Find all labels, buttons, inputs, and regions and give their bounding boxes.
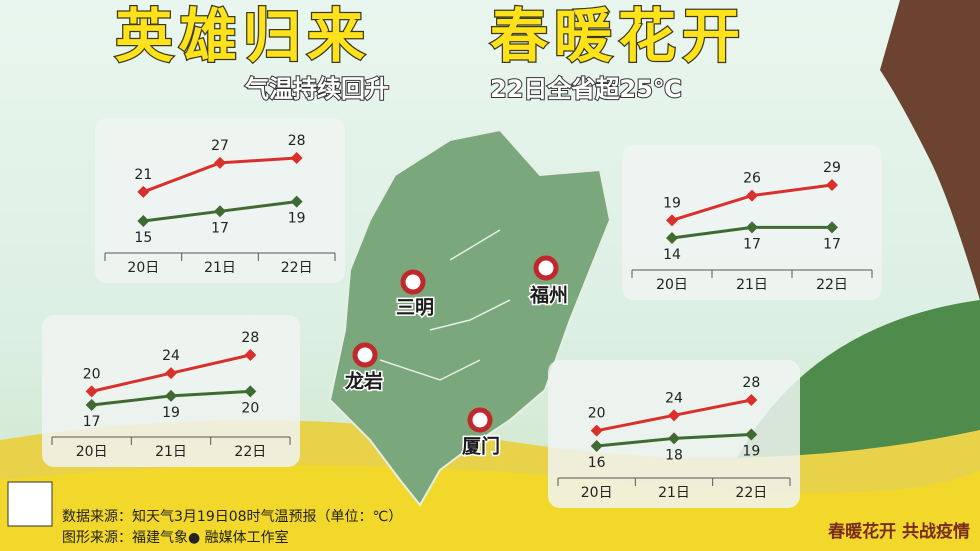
marker	[590, 424, 603, 437]
data-label: 20	[83, 366, 101, 382]
data-label: 17	[211, 220, 229, 236]
marker	[745, 428, 758, 441]
marker	[165, 389, 177, 402]
subtitle: 气温持续回升	[244, 75, 389, 103]
pin	[400, 269, 426, 295]
marker	[745, 394, 758, 406]
chart: 20日 21日 22日 21 27 28 15 17 19	[95, 118, 345, 283]
data-label: 21	[134, 167, 152, 183]
data-label: 18	[665, 447, 683, 463]
data-label: 29	[823, 160, 841, 176]
slogan: 春暖花开 共战疫情	[828, 521, 970, 542]
x-tick-label: 20日	[581, 485, 613, 501]
subtitle: 22日全省超25℃	[490, 75, 682, 103]
marker	[668, 409, 680, 422]
chart: 20日 21日 22日 19 26 29 14 17 17	[622, 145, 882, 300]
marker	[666, 214, 678, 227]
x-tick-label: 21日	[658, 485, 690, 501]
marker	[590, 440, 603, 452]
x-tick-label: 20日	[76, 444, 108, 460]
marker	[666, 232, 678, 244]
data-label: 28	[241, 330, 259, 346]
marker	[668, 432, 680, 445]
marker	[214, 205, 226, 218]
x-tick-label: 22日	[281, 260, 313, 276]
data-label: 19	[742, 444, 760, 460]
title: 春暖花开	[490, 2, 746, 70]
data-label: 20	[588, 406, 606, 422]
marker	[746, 189, 758, 202]
marker	[137, 185, 150, 198]
x-tick-label: 20日	[127, 260, 159, 276]
x-tick-label: 21日	[736, 277, 768, 293]
marker	[826, 221, 838, 234]
data-label: 17	[83, 414, 101, 430]
city-label: 福州	[529, 284, 568, 307]
x-tick-label: 21日	[155, 444, 187, 460]
marker	[85, 385, 98, 398]
fujian-map	[328, 128, 612, 507]
marker	[244, 385, 257, 398]
pin	[467, 407, 493, 433]
pin	[533, 255, 559, 281]
data-label: 19	[162, 405, 180, 421]
title: 英雄归来	[115, 2, 371, 70]
x-tick-label: 22日	[816, 277, 848, 293]
marker	[826, 179, 838, 191]
x-tick-label: 22日	[234, 444, 266, 460]
marker	[290, 152, 303, 164]
source: 数据来源：知天气3月19日08时气温预报（单位：℃）	[62, 508, 402, 525]
x-tick-label: 20日	[656, 277, 688, 293]
data-label: 28	[288, 133, 306, 149]
data-label: 28	[742, 375, 760, 391]
data-label: 26	[743, 171, 761, 187]
city-label: 三明	[396, 297, 434, 319]
marker	[214, 156, 226, 169]
city-label: 龙岩	[345, 370, 383, 393]
x-tick-label: 22日	[735, 485, 767, 501]
tree	[880, 0, 980, 300]
data-label: 16	[588, 455, 606, 471]
flower-field	[0, 465, 980, 551]
data-label: 27	[211, 138, 229, 154]
data-label: 15	[134, 230, 152, 246]
marker	[165, 367, 177, 380]
marker	[137, 215, 150, 227]
data-label: 24	[162, 348, 180, 364]
chart: 20日 21日 22日 20 24 28 17 19 20	[42, 315, 300, 467]
data-label: 17	[743, 236, 761, 252]
data-label: 17	[823, 236, 841, 252]
map-border	[379, 229, 511, 381]
qr-code	[7, 481, 53, 527]
x-tick-label: 21日	[204, 260, 236, 276]
marker	[746, 221, 758, 234]
marker	[290, 195, 303, 208]
data-label: 14	[663, 247, 681, 263]
data-label: 20	[241, 400, 259, 416]
data-label: 19	[288, 211, 306, 227]
marker	[85, 399, 98, 411]
data-label: 24	[665, 390, 683, 406]
city-label: 厦门	[462, 435, 500, 458]
data-label: 19	[663, 195, 681, 211]
pins	[352, 255, 559, 433]
chart: 20日 21日 22日 20 24 28 16 18 19	[548, 360, 800, 508]
marker	[244, 349, 257, 361]
pin	[352, 342, 378, 368]
source: 图形来源：福建气象● 融媒体工作室	[62, 529, 289, 546]
